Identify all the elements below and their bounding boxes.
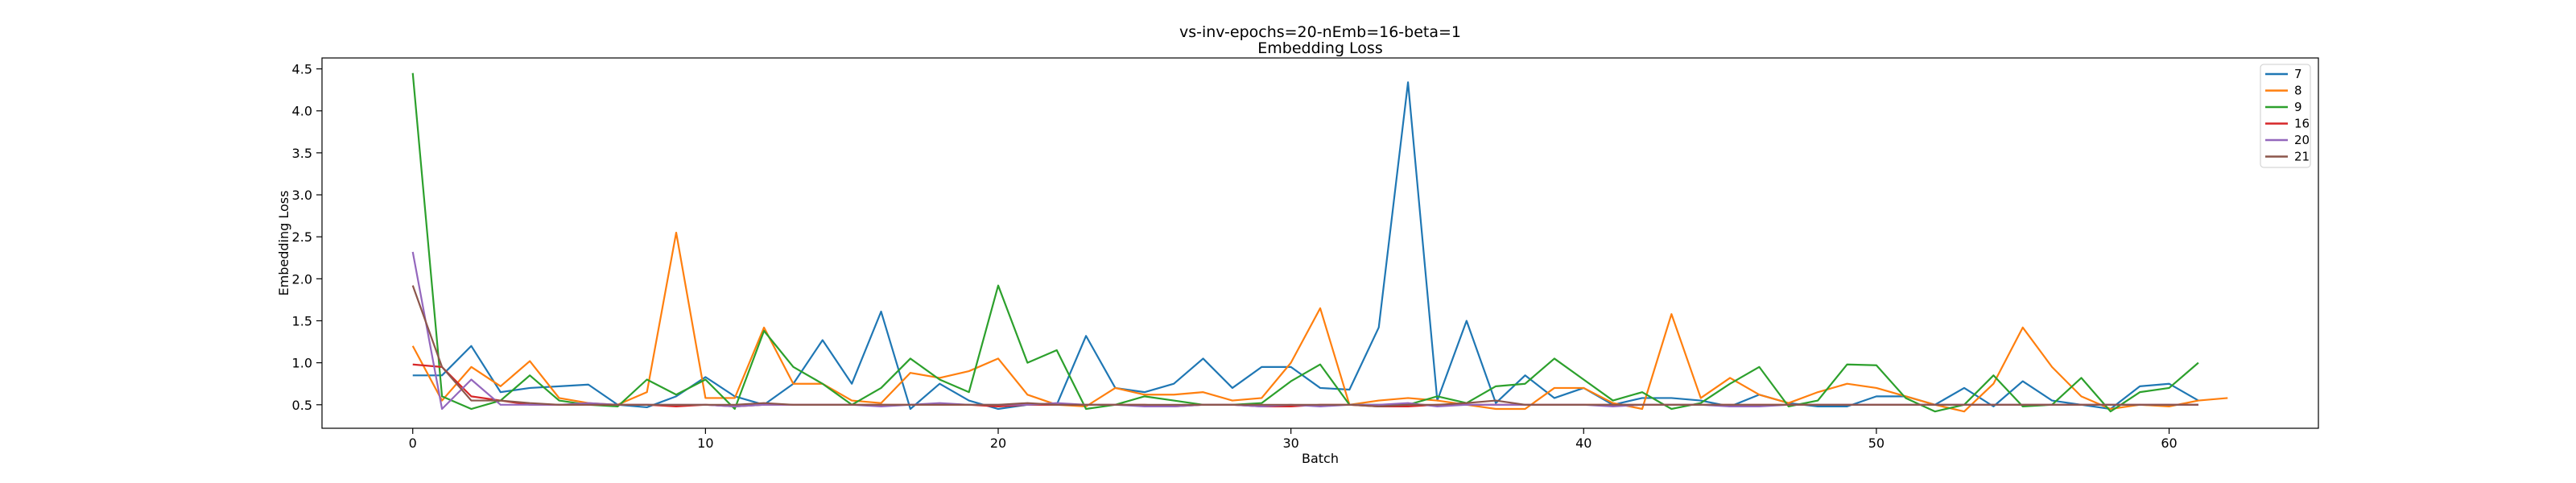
legend: 7 8 9 16 20 21: [2260, 64, 2311, 168]
series-line-9: [411, 72, 2199, 413]
x-axis-title: Batch: [1302, 451, 1339, 466]
x-tick-label: 40: [1575, 436, 1591, 451]
chart-title: vs-inv-epochs=20-nEmb=16-beta=1: [1179, 23, 1461, 41]
chart-subtitle: Embedding Loss: [1257, 39, 1382, 57]
legend-label: 21: [2294, 150, 2310, 164]
x-tick-label: 60: [2161, 436, 2177, 451]
x-tick-label: 20: [990, 436, 1006, 451]
y-tick-label: 3.5: [292, 146, 312, 161]
legend-label: 9: [2294, 100, 2302, 114]
legend-label: 8: [2294, 84, 2302, 98]
series-line-21: [411, 285, 2198, 407]
x-axis: 0 10 20 30 40 50 60: [409, 428, 2178, 451]
y-tick-label: 0.5: [292, 398, 312, 413]
legend-items: 7 8 9 16 20 21: [2265, 67, 2310, 164]
y-tick-label: 1.5: [292, 313, 312, 328]
plot-frame: [321, 57, 2319, 429]
legend-label: 20: [2294, 133, 2310, 147]
y-tick-label: 3.0: [292, 188, 312, 203]
series-layer: [411, 72, 2228, 413]
legend-label: 16: [2294, 117, 2310, 131]
series-line-7: [412, 81, 2199, 411]
x-tick-label: 50: [1868, 436, 1885, 451]
y-tick-label: 2.0: [292, 271, 312, 287]
legend-label: 7: [2294, 67, 2302, 81]
x-tick-label: 0: [409, 436, 417, 451]
y-tick-label: 2.5: [292, 229, 312, 245]
x-tick-label: 10: [697, 436, 713, 451]
y-tick-label: 4.5: [292, 62, 312, 77]
series-line-8: [411, 231, 2228, 413]
x-tick-label: 30: [1282, 436, 1298, 451]
y-axis: 0.5 1.0 1.5 2.0 2.5 3.0 3.5 4.0 4.5: [292, 62, 322, 413]
y-tick-label: 4.0: [292, 104, 312, 119]
y-tick-label: 1.0: [292, 356, 312, 371]
y-axis-title: Embedding Loss: [276, 191, 291, 296]
